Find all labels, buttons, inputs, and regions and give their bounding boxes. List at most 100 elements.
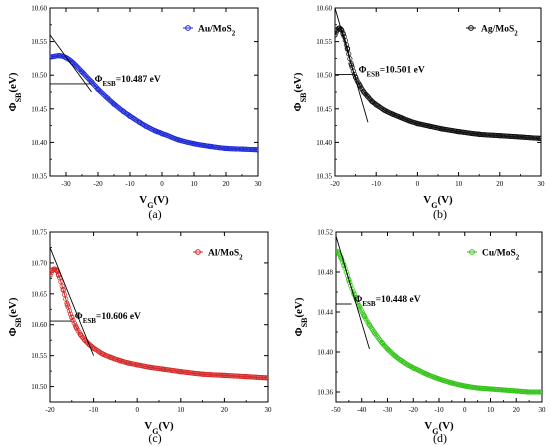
x-tick-label: 0 — [135, 406, 139, 414]
x-tick-label: 30 — [539, 406, 547, 414]
y-tick-label: 10.50 — [31, 72, 47, 80]
data-point — [384, 346, 391, 352]
data-point — [436, 376, 442, 382]
data-point — [390, 111, 396, 117]
esb-annotation: ΦESB=10.501 eV — [359, 66, 425, 79]
y-tick-label: 10.40 — [31, 139, 47, 147]
data-point — [63, 55, 69, 61]
series-marker-fill — [66, 308, 72, 314]
data-point — [369, 98, 375, 105]
series-marker-fill — [71, 320, 77, 326]
data-point — [111, 101, 117, 107]
data-point — [410, 365, 416, 371]
panel-d: -50 -40 -30 -20 -10 0 10 20 30 10.36 10.40 10.44 10.… — [293, 229, 546, 446]
esb-annotation: ΦESB=10.606 eV — [75, 312, 141, 325]
data-point — [104, 95, 111, 101]
panel-label: (c) — [148, 431, 161, 445]
series-line — [50, 55, 258, 151]
x-tick-label: 0 — [463, 406, 467, 414]
data-point — [117, 357, 123, 364]
data-point — [405, 362, 411, 368]
legend-entry: Ag/MoS2 — [481, 25, 518, 38]
data-point — [361, 313, 367, 319]
x-axis-label: VG(V) — [139, 194, 169, 210]
x-tick-label: 20 — [223, 180, 231, 188]
x-tick-label: 20 — [496, 180, 504, 188]
data-point — [69, 314, 75, 320]
y-tick-label: 10.60 — [316, 5, 332, 13]
x-tick-label: -20 — [409, 406, 419, 414]
data-point — [397, 357, 404, 363]
panel-c: -20 -10 0 10 20 30 10.50 10.55 10.60 10.65 10.70 10… — [7, 229, 272, 446]
data-point — [381, 107, 388, 113]
y-tick-label: 10.50 — [31, 383, 47, 391]
data-point — [338, 255, 344, 261]
data-point — [175, 137, 181, 143]
tangent-line — [50, 247, 95, 356]
series-marker-fill — [65, 304, 71, 310]
y-tick-label: 10.36 — [317, 389, 333, 397]
panel-label: (b) — [433, 207, 447, 221]
x-tick-label: -40 — [357, 406, 367, 414]
x-tick-label: 10 — [177, 406, 185, 414]
x-tick-label: -20 — [93, 180, 103, 188]
data-point — [95, 86, 101, 92]
y-tick-label: 10.44 — [317, 309, 333, 317]
data-point — [64, 302, 71, 308]
x-tick-label: 0 — [160, 180, 164, 188]
legend-entry: Au/MoS2 — [198, 25, 236, 38]
data-point — [373, 102, 379, 108]
y-tick-label: 10.50 — [316, 72, 332, 80]
y-tick-label: 10.35 — [316, 173, 332, 181]
legend-entry: Cu/MoS2 — [482, 249, 520, 262]
x-tick-label: 10 — [455, 180, 463, 188]
data-point — [346, 277, 352, 283]
data-point — [398, 114, 404, 121]
series-marker-fill — [350, 68, 356, 74]
data-point — [366, 322, 373, 328]
data-point — [60, 286, 66, 293]
series-markers — [50, 266, 268, 381]
y-tick-label: 10.40 — [317, 349, 333, 357]
y-axis-label: ΦSB(eV) — [293, 297, 309, 336]
series-markers — [335, 25, 541, 142]
data-point — [348, 62, 355, 68]
y-axis-label: ΦSB(eV) — [292, 72, 308, 111]
esb-annotation: ΦESB=10.448 eV — [354, 295, 420, 308]
data-point — [108, 354, 114, 361]
y-tick-label: 10.45 — [316, 105, 332, 113]
data-point — [127, 113, 133, 119]
x-tick-label: -10 — [89, 406, 99, 414]
series-marker-fill — [70, 317, 76, 323]
y-tick-label: 10.52 — [317, 229, 333, 237]
panel-b: -20 -10 0 10 20 30 10.35 10.40 10.45 10.50 10.55 10… — [292, 5, 545, 222]
tangent-line — [50, 34, 92, 93]
data-point — [392, 353, 398, 359]
x-tick-label: 20 — [221, 406, 229, 414]
panel-label: (a) — [148, 207, 161, 221]
series-line — [50, 268, 268, 379]
data-point — [406, 118, 412, 124]
x-axis-label: VG(V) — [144, 420, 174, 436]
esb-annotation: ΦESB=10.487 eV — [95, 75, 161, 88]
y-axis-label: ΦSB(eV) — [7, 72, 23, 111]
data-point — [371, 330, 378, 336]
x-tick-label: 30 — [538, 180, 546, 188]
data-point — [86, 341, 92, 348]
y-tick-label: 10.55 — [31, 38, 47, 46]
series-marker-fill — [347, 279, 353, 285]
data-point — [143, 123, 149, 129]
x-tick-label: -10 — [372, 180, 382, 188]
data-point — [361, 89, 367, 95]
series-line — [335, 27, 541, 139]
x-tick-label: 30 — [255, 180, 263, 188]
series-marker-fill — [78, 333, 85, 339]
tangent-line — [335, 8, 369, 123]
y-tick-label: 10.40 — [316, 139, 332, 147]
y-tick-label: 10.65 — [31, 290, 47, 298]
data-point — [338, 26, 344, 33]
y-tick-label: 10.55 — [316, 38, 332, 46]
x-tick-label: 10 — [487, 406, 495, 414]
y-tick-label: 10.55 — [31, 352, 47, 360]
